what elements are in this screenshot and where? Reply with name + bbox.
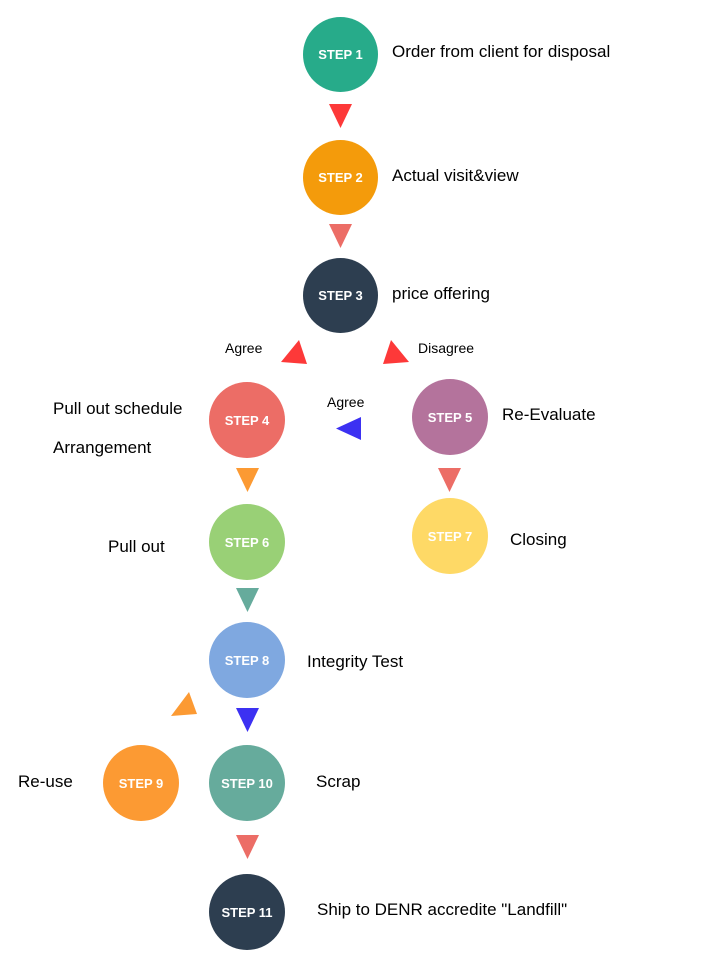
step-6-description: Pull out	[108, 537, 165, 556]
step-3-description: price offering	[392, 284, 490, 303]
arrow-down-icon	[329, 224, 352, 248]
step-9-node: STEP 9	[103, 745, 179, 821]
disagree-branch-label: Disagree	[418, 340, 475, 356]
arrow-down-icon	[236, 468, 259, 492]
step-8-description: Integrity Test	[307, 652, 404, 671]
step-8-label: STEP 8	[224, 652, 270, 668]
step-1-description: Order from client for disposal	[392, 42, 611, 61]
step-9-description: Re-use	[18, 772, 73, 791]
step-2-label: STEP 2	[318, 170, 363, 185]
step-7-node: STEP 7	[412, 498, 488, 574]
step-4-description-line2: Arrangement	[53, 438, 152, 457]
step-7-label: STEP 7	[427, 528, 473, 544]
step-5-label: STEP 5	[427, 409, 473, 425]
step-6-node: STEP 6	[209, 504, 285, 580]
step-4-node: STEP 4	[209, 382, 285, 458]
step-1-label: STEP 1	[318, 47, 363, 62]
step-2-description: Actual visit&view	[392, 166, 519, 185]
step-8-node: STEP 8	[209, 622, 285, 698]
arrow-down-icon	[236, 708, 259, 732]
arrow-down-right-icon	[383, 340, 409, 364]
step-9-label: STEP 9	[118, 775, 164, 791]
step-10-description: Scrap	[316, 772, 361, 791]
step-5-description: Re-Evaluate	[502, 405, 596, 424]
arrow-down-left-icon	[281, 340, 307, 364]
step-4-label: STEP 4	[224, 412, 270, 428]
arrow-down-left-icon	[171, 692, 197, 716]
step-1-node: STEP 1	[303, 17, 378, 92]
arrow-down-icon	[329, 104, 352, 128]
arrow-down-icon	[236, 588, 259, 612]
step-10-node: STEP 10	[209, 745, 285, 821]
step-3-node: STEP 3	[303, 258, 378, 333]
step-7-description: Closing	[510, 530, 567, 549]
step-11-description: Ship to DENR accredite "Landfill"	[317, 900, 568, 919]
step-2-node: STEP 2	[303, 140, 378, 215]
step-5-node: STEP 5	[412, 379, 488, 455]
step-11-node: STEP 11	[209, 874, 285, 950]
step-4-description-line1: Pull out schedule	[53, 399, 183, 418]
arrow-left-icon	[336, 417, 361, 440]
step-6-label: STEP 6	[224, 534, 270, 550]
step-10-label: STEP 10	[221, 775, 273, 791]
step-3-label: STEP 3	[318, 288, 363, 303]
agree-branch-label: Agree	[225, 340, 263, 356]
arrow-down-icon	[236, 835, 259, 859]
step-11-label: STEP 11	[221, 904, 273, 920]
agree-back-label: Agree	[327, 394, 365, 410]
arrow-down-icon	[438, 468, 461, 492]
